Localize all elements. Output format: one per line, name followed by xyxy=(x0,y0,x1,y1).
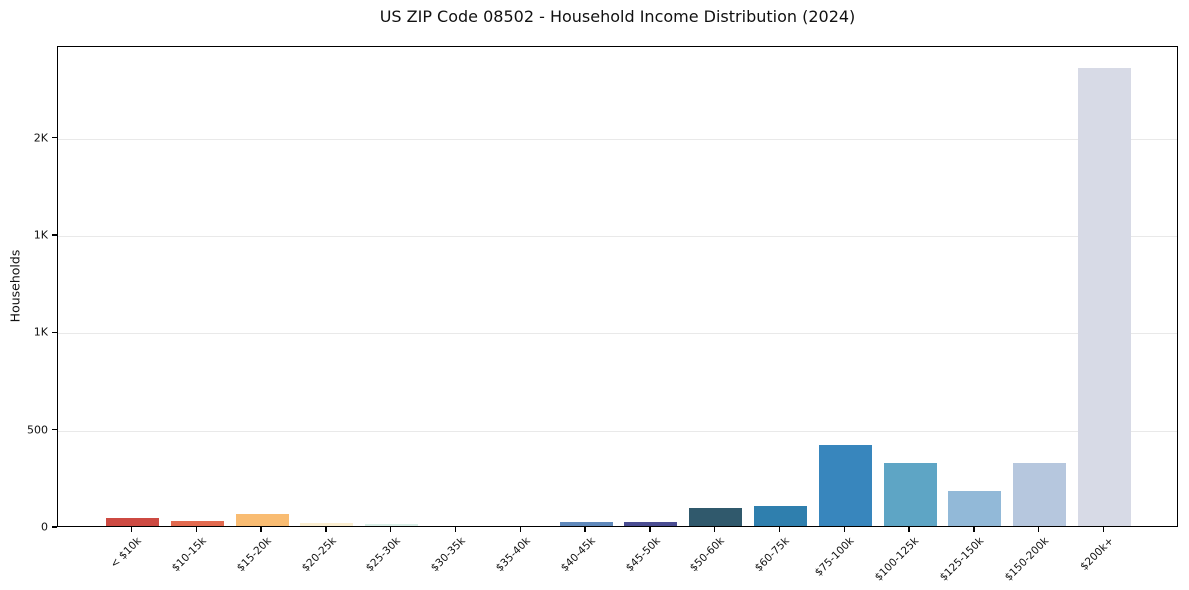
x-tick-label: $60-75k xyxy=(752,535,792,575)
bar xyxy=(1078,68,1131,526)
x-tick-mark xyxy=(649,527,651,532)
y-tick-label: 1K xyxy=(33,325,48,339)
bar xyxy=(818,445,872,526)
x-tick-label: $25-30k xyxy=(364,535,404,575)
x-tick-label: $75-100k xyxy=(812,535,857,579)
x-tick-mark xyxy=(519,527,521,532)
bar xyxy=(300,523,354,526)
x-tick-label: $30-35k xyxy=(428,535,468,575)
bar xyxy=(106,518,159,526)
x-tick-label: $125-150k xyxy=(937,535,987,584)
y-tick-label: 0 xyxy=(41,520,48,534)
x-tick-label: $10-15k xyxy=(169,535,209,575)
x-tick-mark xyxy=(195,527,197,532)
x-tick-mark xyxy=(1102,527,1105,532)
bar xyxy=(948,490,1002,526)
x-tick-mark xyxy=(390,527,392,532)
x-tick-label: $15-20k xyxy=(234,535,274,575)
x-tick-label: $200k+ xyxy=(1078,535,1116,573)
chart-title: US ZIP Code 08502 - Household Income Dis… xyxy=(379,7,856,26)
x-tick-mark xyxy=(454,527,457,532)
bar xyxy=(365,523,419,526)
x-tick-mark xyxy=(714,527,716,532)
x-tick-label: $45-50k xyxy=(623,535,663,575)
x-tick-mark xyxy=(584,527,586,532)
gridline xyxy=(58,138,1177,140)
y-tick-mark xyxy=(52,136,57,139)
bar xyxy=(689,507,743,526)
x-tick-label: $50-60k xyxy=(688,535,728,575)
bar xyxy=(235,514,289,526)
x-tick-mark xyxy=(325,527,327,532)
gridline xyxy=(58,333,1177,335)
y-tick-label: 2K xyxy=(33,131,48,145)
bar xyxy=(170,520,224,526)
plot-area xyxy=(57,46,1178,527)
y-tick-mark xyxy=(52,526,57,528)
y-tick-label: 1K xyxy=(33,228,48,242)
x-tick-label: $20-25k xyxy=(299,535,339,575)
x-tick-mark xyxy=(130,527,133,532)
x-tick-mark xyxy=(843,527,845,532)
x-tick-label: $40-45k xyxy=(558,535,598,575)
x-tick-mark xyxy=(908,527,910,532)
bar xyxy=(1013,462,1067,526)
y-tick-mark xyxy=(52,331,57,333)
gridline xyxy=(58,430,1177,432)
x-tick-label: $35-40k xyxy=(493,535,533,575)
x-tick-mark xyxy=(260,527,262,532)
bar xyxy=(754,505,807,526)
y-tick-mark xyxy=(52,428,57,431)
bar xyxy=(624,522,678,526)
gridline xyxy=(58,235,1177,237)
x-tick-label: < $10k xyxy=(108,535,144,571)
y-tick-label: 500 xyxy=(27,423,48,437)
x-tick-label: $100-125k xyxy=(873,535,922,584)
y-tick-mark xyxy=(52,234,57,236)
bar xyxy=(883,462,937,526)
x-tick-label: $150-200k xyxy=(1002,535,1052,584)
bar xyxy=(559,521,613,526)
x-tick-mark xyxy=(973,527,975,532)
y-axis-label: Households xyxy=(7,249,23,323)
x-tick-mark xyxy=(1038,527,1040,532)
x-tick-mark xyxy=(778,527,781,532)
